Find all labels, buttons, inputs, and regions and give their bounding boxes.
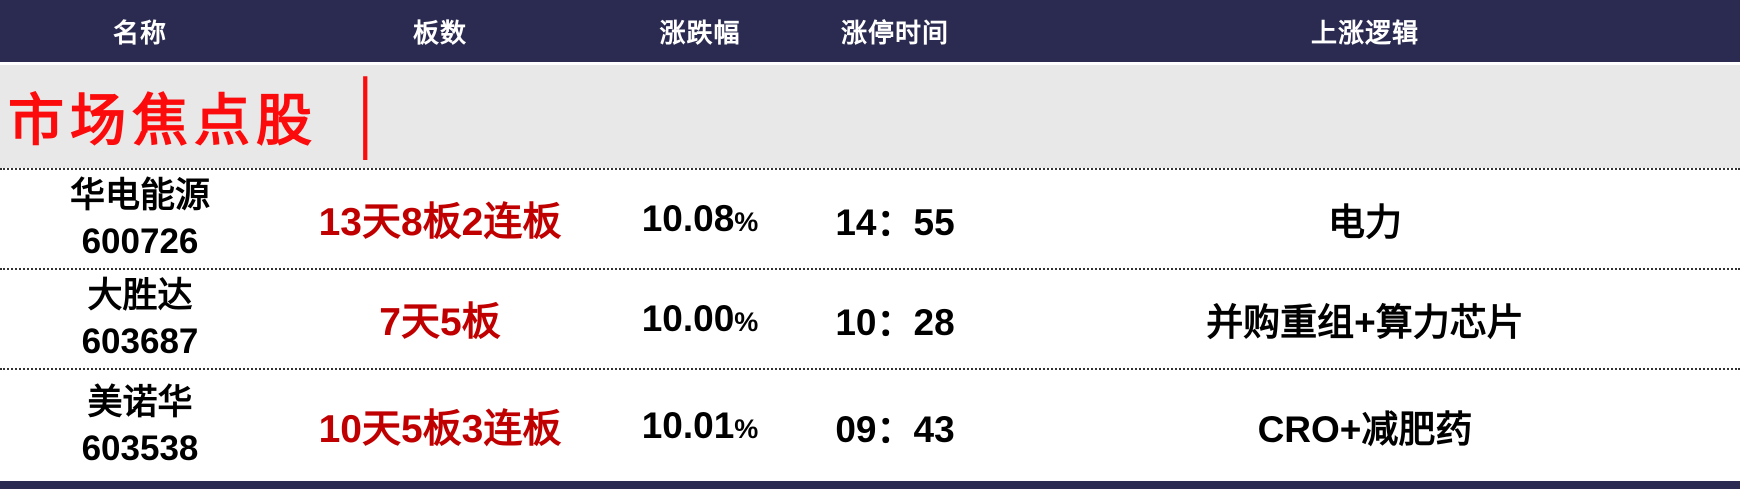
header-name: 名称 — [112, 17, 167, 48]
limit-up-time: 14：55 — [835, 202, 955, 243]
header-limit-up-time: 涨停时间 — [840, 17, 949, 48]
table-header-row: 名称 板数 涨跌幅 涨停时间 上涨逻辑 — [0, 0, 1740, 65]
percent-sign: % — [734, 307, 759, 337]
change-percent: 10.01% — [600, 405, 800, 447]
percent-sign: % — [734, 413, 759, 444]
rise-logic: CRO+减肥药 — [1257, 408, 1473, 450]
change-value: 10.08 — [641, 198, 735, 239]
stock-code: 603538 — [81, 428, 199, 468]
stock-name: 华电能源 — [69, 176, 210, 215]
rise-logic: 并购重组+算力芯片 — [1206, 302, 1524, 343]
board-count: 7天5板 — [379, 301, 501, 344]
header-board-count: 板数 — [412, 17, 467, 48]
change-value: 10.01 — [641, 404, 735, 446]
stock-code: 603687 — [81, 322, 199, 361]
rise-logic: 电力 — [1328, 202, 1402, 243]
change-percent: 10.08% — [600, 198, 800, 240]
stock-name-cell: 美诺华 603538 — [0, 380, 280, 472]
section-title: 市场焦点股 — [8, 91, 318, 153]
board-count: 10天5板3连板 — [318, 407, 562, 451]
stock-code: 600726 — [81, 222, 199, 261]
title-vertical-bar: │ — [344, 77, 387, 154]
stock-name-cell: 华电能源 600726 — [0, 173, 280, 265]
change-percent: 10.00% — [600, 298, 800, 340]
limit-up-time: 10：28 — [835, 302, 955, 343]
stock-row-meinuohua: 美诺华 603538 10天5板3连板 10.01% 09：43 CRO+减肥药 — [0, 368, 1740, 481]
board-count: 13天8板2连板 — [318, 201, 562, 244]
stock-name: 美诺华 — [87, 382, 193, 422]
header-rise-logic: 上涨逻辑 — [1310, 17, 1419, 48]
bottom-divider-bar — [0, 481, 1740, 489]
section-title-row: 市场焦点股 │ — [0, 65, 1740, 168]
stock-name-cell: 大胜达 603687 — [0, 273, 280, 365]
stock-row-dashengda: 大胜达 603687 7天5板 10.00% 10：28 并购重组+算力芯片 — [0, 268, 1740, 368]
change-value: 10.00 — [641, 298, 735, 339]
stock-row-huadian: 华电能源 600726 13天8板2连板 10.08% 14：55 电力 — [0, 168, 1740, 268]
stock-name: 大胜达 — [87, 276, 193, 315]
percent-sign: % — [734, 207, 759, 237]
limit-up-time: 09：43 — [835, 408, 955, 450]
header-change-percent: 涨跌幅 — [659, 17, 741, 48]
